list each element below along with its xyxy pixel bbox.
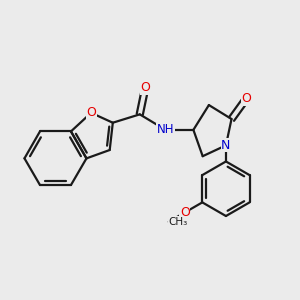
Text: O: O	[86, 106, 96, 119]
Text: NH: NH	[157, 123, 174, 136]
Text: O: O	[180, 206, 190, 219]
Text: CH₃: CH₃	[169, 217, 188, 227]
Text: O: O	[241, 92, 251, 105]
Text: O: O	[140, 81, 150, 94]
Text: N: N	[221, 139, 231, 152]
